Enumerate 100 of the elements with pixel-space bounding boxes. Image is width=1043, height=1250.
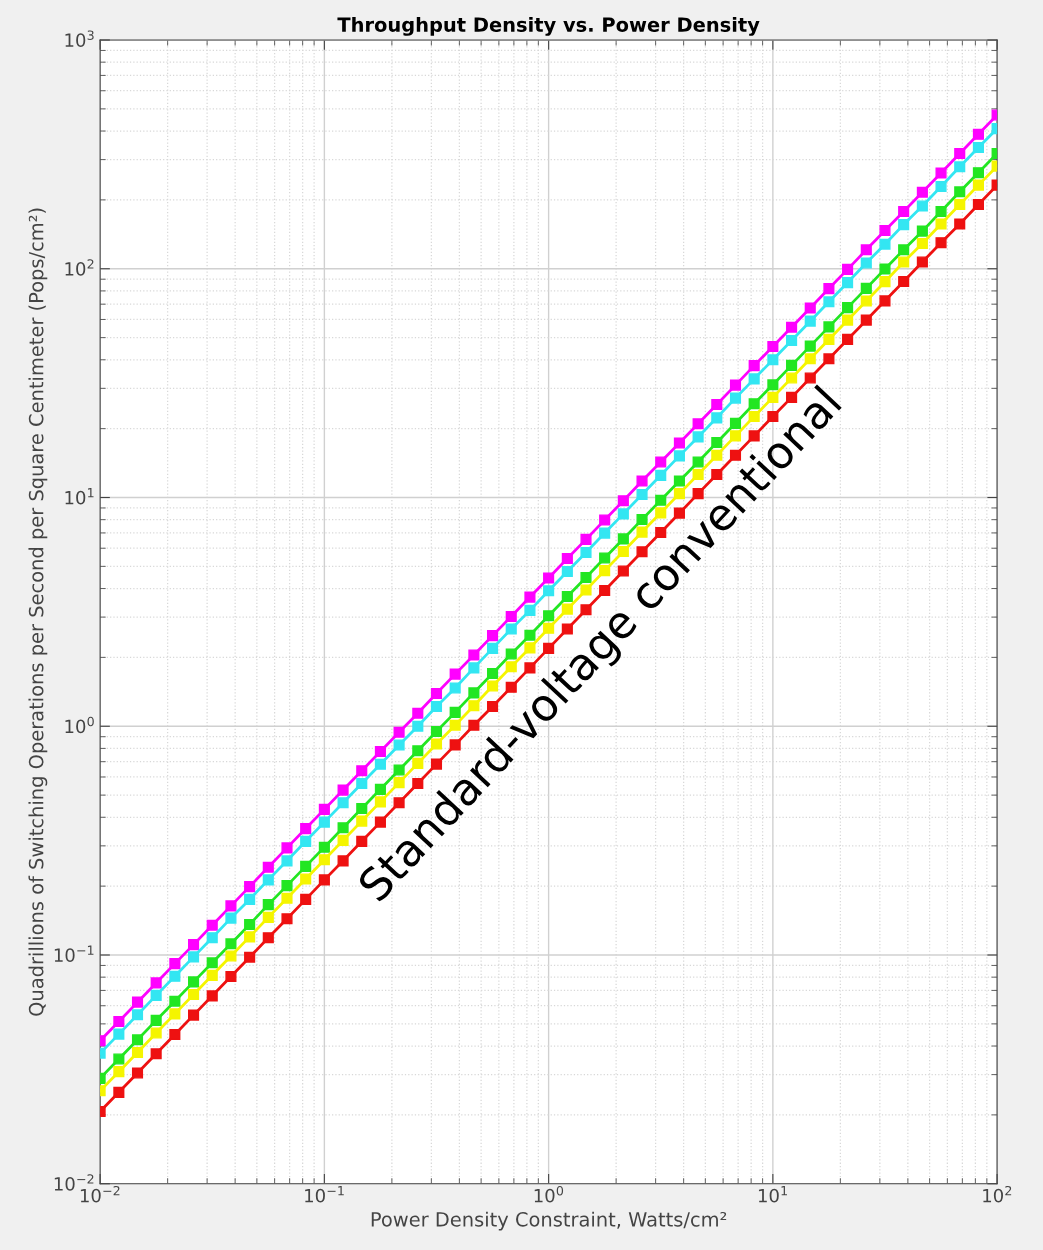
point <box>879 263 891 275</box>
point <box>206 932 218 944</box>
point <box>842 333 854 345</box>
point <box>879 238 891 250</box>
point <box>954 218 966 230</box>
point <box>150 977 162 989</box>
point <box>916 225 928 237</box>
point <box>842 277 854 289</box>
point <box>599 584 611 597</box>
point <box>935 218 947 230</box>
point <box>150 1048 162 1060</box>
point <box>786 372 798 384</box>
point <box>188 951 200 963</box>
point <box>898 205 910 218</box>
point <box>935 205 947 218</box>
point <box>916 200 928 212</box>
point <box>131 996 144 1008</box>
x-axis-title: Power Density Constraint, Watts/cm² <box>371 1211 727 1231</box>
point <box>580 546 592 559</box>
point <box>561 552 573 565</box>
point <box>935 237 947 249</box>
point <box>972 179 984 191</box>
point <box>580 571 592 584</box>
point <box>823 296 835 308</box>
point <box>823 353 835 365</box>
point <box>617 533 629 545</box>
point <box>300 893 312 905</box>
point <box>767 354 779 366</box>
point <box>804 353 816 365</box>
point <box>281 913 293 925</box>
point <box>804 315 816 327</box>
point <box>188 1009 200 1021</box>
point <box>150 1014 162 1026</box>
point <box>580 584 592 596</box>
point <box>225 912 237 924</box>
point <box>804 302 816 314</box>
point <box>580 533 592 545</box>
point <box>169 1008 181 1020</box>
point <box>281 855 293 867</box>
point <box>860 257 872 269</box>
point <box>860 282 872 294</box>
point <box>150 989 162 1001</box>
point <box>786 334 798 346</box>
point <box>281 842 293 854</box>
point <box>337 822 349 834</box>
point <box>823 333 835 345</box>
point <box>898 219 910 231</box>
point <box>225 950 237 962</box>
point <box>169 958 181 970</box>
point <box>804 340 816 352</box>
point <box>281 880 293 892</box>
point <box>898 276 910 288</box>
point <box>281 892 293 904</box>
point <box>954 186 966 198</box>
y-tick-label: 10$^{2}$ <box>65 259 94 276</box>
chart-title: Throughput Density vs. Power Density <box>337 16 760 36</box>
point <box>244 881 256 893</box>
point <box>188 988 200 1001</box>
point <box>916 237 928 250</box>
point <box>318 854 330 866</box>
point <box>561 590 573 603</box>
x-tick-label: 10$^{−1}$ <box>305 1186 344 1203</box>
point <box>786 321 798 333</box>
point <box>804 372 816 384</box>
point <box>113 1053 125 1065</box>
point <box>954 161 966 173</box>
y-axis-title: Quadrillions of Switching Operations per Second per Square Centimeter (Pops/cm²) <box>28 208 48 1016</box>
point <box>169 970 181 982</box>
point <box>131 1067 144 1079</box>
point <box>617 495 629 507</box>
y-tick-label: 10$^{−1}$ <box>54 945 94 962</box>
point <box>935 167 947 179</box>
point <box>972 128 984 140</box>
point <box>599 527 611 539</box>
point <box>188 939 200 951</box>
point <box>318 816 330 828</box>
point <box>337 834 349 846</box>
point <box>879 224 891 237</box>
point <box>131 1046 144 1058</box>
point <box>262 911 274 923</box>
point <box>169 995 181 1007</box>
point <box>860 244 872 256</box>
point <box>169 1028 181 1041</box>
point <box>879 295 891 307</box>
point <box>244 931 256 943</box>
point <box>543 572 555 584</box>
point <box>300 873 312 885</box>
point <box>916 256 928 268</box>
point <box>599 514 611 526</box>
point <box>954 147 966 160</box>
point <box>823 321 835 333</box>
point <box>337 855 349 867</box>
y-tick-label: 10$^{1}$ <box>65 488 94 505</box>
point <box>113 1015 125 1028</box>
point <box>617 565 629 577</box>
point <box>748 373 760 385</box>
point <box>262 874 274 886</box>
point <box>262 899 274 911</box>
point <box>206 969 218 981</box>
y-tick-label: 10$^{3}$ <box>65 30 94 47</box>
